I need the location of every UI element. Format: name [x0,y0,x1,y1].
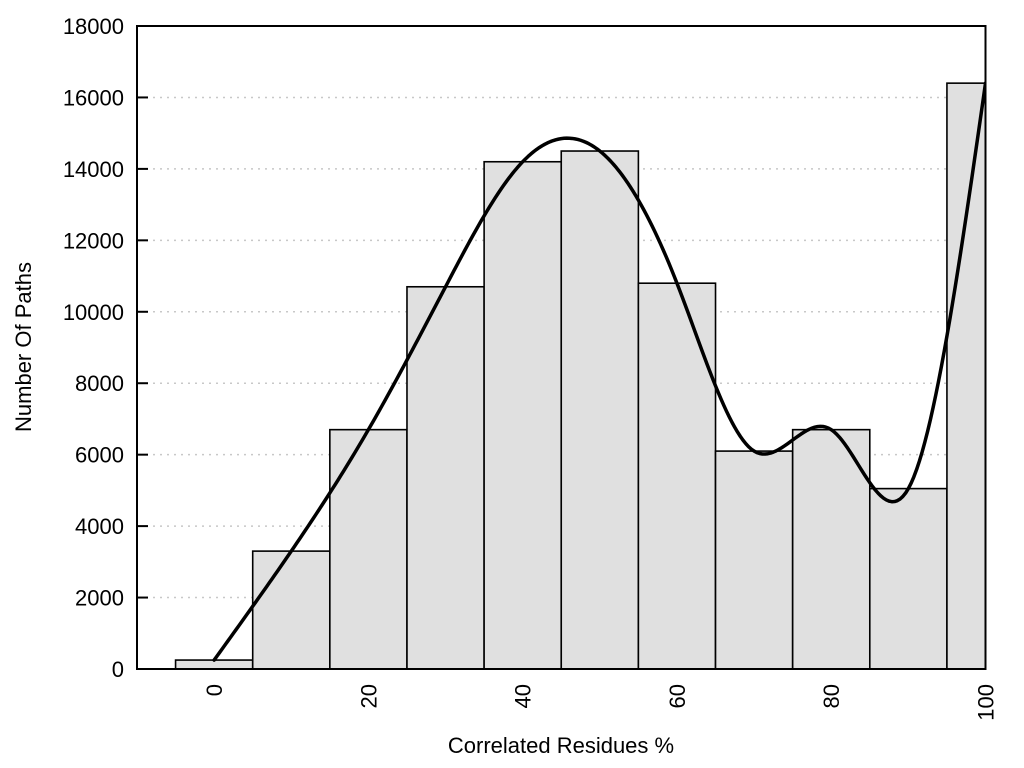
x-tick-label: 60 [665,684,690,708]
histogram-bar [868,487,948,670]
y-tick-label: 2000 [75,586,124,611]
x-tick-label: 20 [356,684,381,708]
x-tick-label: 80 [819,684,844,708]
y-tick-label: 16000 [63,85,124,110]
histogram-bar [560,150,640,670]
y-tick-label: 18000 [63,14,124,39]
x-tick-label: 0 [202,684,227,696]
x-axis-title: Correlated Residues % [447,733,675,758]
histogram-bar [483,160,563,670]
histogram-bar [946,82,987,670]
y-axis-title: Number Of Paths [11,262,36,432]
histogram-bar [406,285,485,670]
x-tick-label: 100 [974,684,999,721]
histogram-bar [714,450,794,670]
y-tick-label: 6000 [75,443,124,468]
spline-curve [212,81,986,662]
x-tick-label: 40 [511,684,536,708]
histogram-bar [329,428,408,670]
y-tick-label: 12000 [63,228,124,253]
y-tick-label: 14000 [63,157,124,182]
histogram-bar [791,428,871,670]
y-tick-label: 8000 [75,371,124,396]
plot-border [136,25,987,670]
y-tick-label: 0 [112,657,124,682]
histogram-bar [251,550,331,670]
histogram-bar [637,282,717,670]
y-tick-label: 10000 [63,300,124,325]
y-tick-label: 4000 [75,514,124,539]
